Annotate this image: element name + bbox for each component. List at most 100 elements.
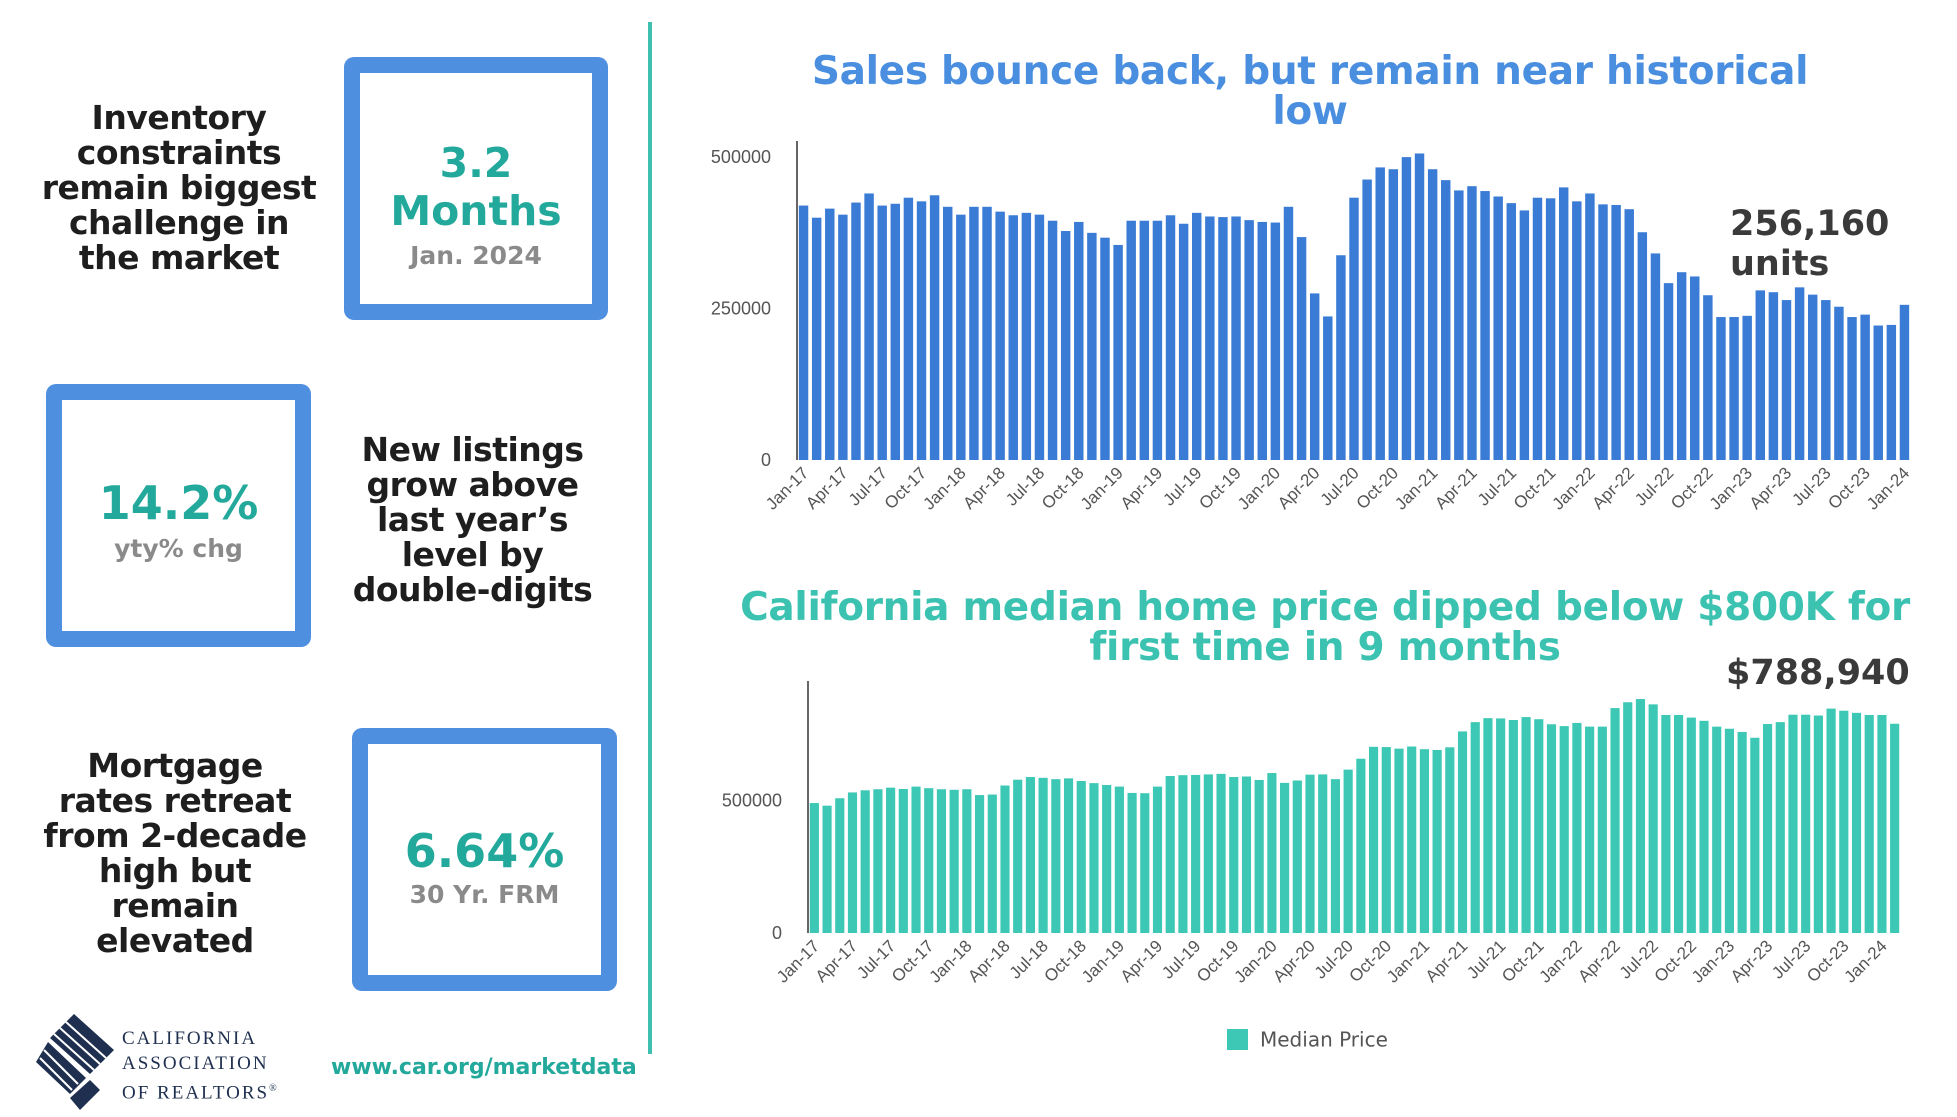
listings-kpi-value: 14.2% xyxy=(98,476,259,530)
price-bar xyxy=(987,794,997,933)
price-bar xyxy=(1381,747,1391,933)
sales-bar xyxy=(1886,324,1897,460)
sales-bar xyxy=(1663,283,1674,460)
sales-y-tick-label: 250000 xyxy=(711,299,771,319)
price-bar xyxy=(860,790,870,933)
sales-bar xyxy=(1401,157,1412,460)
sales-bar xyxy=(1729,317,1739,460)
sales-bar xyxy=(811,217,822,460)
sales-x-tick-label: Oct-23 xyxy=(1824,463,1874,513)
price-x-tick-label: Apr-23 xyxy=(1727,936,1777,986)
price-bar xyxy=(949,789,959,933)
price-bar xyxy=(1407,746,1417,933)
sales-x-tick-label: Jan-23 xyxy=(1706,463,1756,513)
listings-kpi-sub: yty% chg xyxy=(114,534,243,563)
sales-bar xyxy=(1257,221,1267,460)
sales-y-tick-label: 0 xyxy=(761,450,771,470)
sales-bar xyxy=(1755,290,1765,460)
price-bar xyxy=(1712,726,1722,933)
price-bar xyxy=(1470,722,1480,933)
price-bar xyxy=(1699,720,1709,933)
sales-bar xyxy=(982,206,992,460)
inventory-kpi-value: 3.2 Months xyxy=(390,139,562,235)
sales-x-tick-label: Jan-22 xyxy=(1549,463,1599,513)
listings-heading: New listings grow above last year’s leve… xyxy=(352,430,593,609)
price-bar xyxy=(1203,774,1213,933)
sales-bar xyxy=(1794,287,1805,460)
sales-bar xyxy=(1834,306,1844,460)
price-bar xyxy=(1318,774,1328,933)
sales-bar xyxy=(1860,314,1870,460)
price-bar xyxy=(1813,715,1823,933)
price-bar xyxy=(1432,749,1442,933)
price-bar xyxy=(1114,786,1124,933)
price-bar xyxy=(822,805,832,933)
panel-divider xyxy=(648,22,652,1054)
sales-bar xyxy=(864,193,874,460)
price-x-tick-label: Jan-20 xyxy=(1231,936,1281,986)
sales-x-tick-label: Apr-19 xyxy=(1117,463,1167,513)
price-bar xyxy=(1292,780,1302,933)
price-bar xyxy=(1241,776,1252,933)
price-bar xyxy=(1496,718,1506,933)
price-bar xyxy=(886,787,896,933)
sales-bar xyxy=(929,195,940,460)
price-bar xyxy=(1165,775,1175,933)
price-bar xyxy=(1051,779,1061,933)
sales-bar xyxy=(851,202,861,461)
sales-x-tick-label: Jan-17 xyxy=(762,463,812,513)
price-bar xyxy=(1140,793,1150,933)
price-bar xyxy=(1178,775,1188,933)
sales-bar xyxy=(1087,232,1097,460)
sales-x-tick-label: Jan-21 xyxy=(1391,463,1441,513)
price-bar xyxy=(975,795,985,933)
sales-x-tick-label: Oct-19 xyxy=(1195,463,1245,513)
price-bar xyxy=(1572,722,1582,933)
sales-bar xyxy=(1598,204,1608,460)
price-bar xyxy=(924,788,934,933)
price-bar xyxy=(962,789,972,933)
sales-bar xyxy=(1742,315,1752,460)
sales-bar xyxy=(943,206,953,460)
sales-x-tick-label: Oct-20 xyxy=(1353,463,1403,513)
price-chart-title: California median home price dipped belo… xyxy=(740,585,1910,670)
price-bar xyxy=(1801,714,1811,933)
price-bar xyxy=(1102,785,1112,933)
price-bar xyxy=(911,786,921,933)
sales-bar xyxy=(1807,294,1818,461)
sales-x-tick-label: Apr-17 xyxy=(802,463,852,513)
price-bar xyxy=(1305,774,1315,933)
sales-bar xyxy=(1427,169,1438,461)
sales-bar xyxy=(825,208,835,460)
sales-bar xyxy=(1270,222,1281,460)
price-x-tick-label: Jan-24 xyxy=(1841,936,1891,986)
price-bar xyxy=(1635,699,1646,933)
market-data-link[interactable]: www.car.org/marketdata xyxy=(331,1055,637,1080)
price-bar xyxy=(1483,718,1493,933)
price-bar xyxy=(1534,719,1544,933)
price-bar xyxy=(1864,714,1874,933)
sales-bar xyxy=(838,214,848,460)
price-y-tick-label: 500000 xyxy=(722,790,782,810)
sales-bar xyxy=(1336,255,1346,460)
price-bar xyxy=(936,789,947,933)
sales-bar xyxy=(1192,212,1202,460)
sales-bar xyxy=(1074,221,1084,460)
sales-bar xyxy=(1480,191,1490,460)
sales-bar xyxy=(1205,216,1215,460)
sales-x-tick-label: Oct-21 xyxy=(1510,463,1560,513)
sales-x-tick-label: Jan-20 xyxy=(1234,463,1284,513)
sales-bar xyxy=(1768,292,1779,460)
sales-x-tick-label: Oct-17 xyxy=(881,463,931,513)
price-x-tick-label: Jan-19 xyxy=(1078,936,1128,986)
mortgage-kpi-box: 6.64% 30 Yr. FRM xyxy=(352,728,617,991)
price-x-tick-label: Jan-18 xyxy=(926,936,976,986)
sales-bar xyxy=(1873,325,1883,460)
price-bar xyxy=(1788,714,1798,933)
price-bar xyxy=(1851,712,1862,933)
sales-bar xyxy=(1545,198,1556,460)
price-bar xyxy=(1686,717,1696,933)
sales-bar xyxy=(1152,220,1163,460)
sales-bar xyxy=(1899,304,1910,460)
listings-kpi-box: 14.2% yty% chg xyxy=(46,384,311,647)
